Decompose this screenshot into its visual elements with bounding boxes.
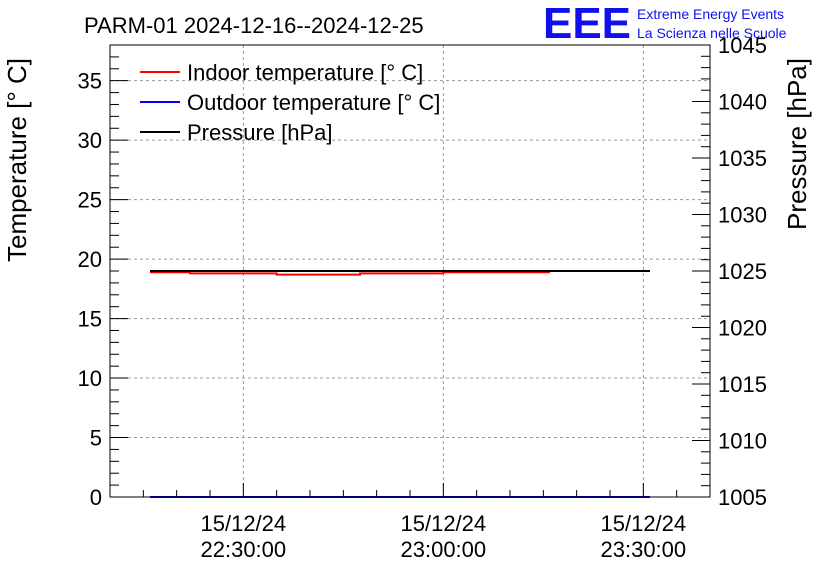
- y-tick-label: 10: [78, 366, 102, 391]
- legend-label-indoor: Indoor temperature [° C]: [187, 60, 423, 85]
- x-tick-label-time: 23:30:00: [601, 537, 687, 562]
- y2-tick-label: 1010: [718, 429, 767, 454]
- y-tick-label: 15: [78, 307, 102, 332]
- eee-logo-mark: EEE: [543, 0, 631, 48]
- y2-tick-label: 1045: [718, 33, 767, 58]
- grid: [110, 45, 710, 497]
- x-tick-label-date: 15/12/24: [201, 511, 287, 536]
- y2-tick-label: 1005: [718, 485, 767, 510]
- y-tick-label: 35: [78, 69, 102, 94]
- x-tick-label-time: 23:00:00: [401, 537, 487, 562]
- y-tick-label: 25: [78, 188, 102, 213]
- axis-ticks: [110, 44, 710, 498]
- legend-label-pressure: Pressure [hPa]: [187, 120, 333, 145]
- legend-label-outdoor: Outdoor temperature [° C]: [187, 90, 440, 115]
- y-axis-label: Temperature [° C]: [2, 58, 32, 262]
- y-tick-label: 30: [78, 128, 102, 153]
- y2-tick-label: 1020: [718, 316, 767, 341]
- eee-logo: EEE Extreme Energy Events La Scienza nel…: [543, 0, 787, 48]
- y2-axis-label: Pressure [hPa]: [782, 58, 812, 230]
- eee-logo-line2: La Scienza nelle Scuole: [637, 25, 787, 41]
- y2-tick-label: 1015: [718, 372, 767, 397]
- y-tick-label: 0: [90, 485, 102, 510]
- eee-logo-line1: Extreme Energy Events: [637, 6, 784, 22]
- x-tick-label-date: 15/12/24: [401, 511, 487, 536]
- y2-tick-label: 1030: [718, 203, 767, 228]
- y2-tick-label: 1025: [718, 259, 767, 284]
- y-tick-label: 5: [90, 426, 102, 451]
- series-layer: [150, 270, 650, 498]
- x-tick-label-time: 22:30:00: [201, 537, 287, 562]
- tick-labels: 0510152025303510051010101510201025103010…: [78, 33, 767, 562]
- legend: Indoor temperature [° C] Outdoor tempera…: [140, 60, 440, 145]
- x-tick-label-date: 15/12/24: [601, 511, 687, 536]
- y2-tick-label: 1040: [718, 90, 767, 115]
- chart-title: PARM-01 2024-12-16--2024-12-25: [84, 13, 424, 38]
- y-tick-label: 20: [78, 247, 102, 272]
- y2-tick-label: 1035: [718, 146, 767, 171]
- series-line-0: [150, 271, 550, 276]
